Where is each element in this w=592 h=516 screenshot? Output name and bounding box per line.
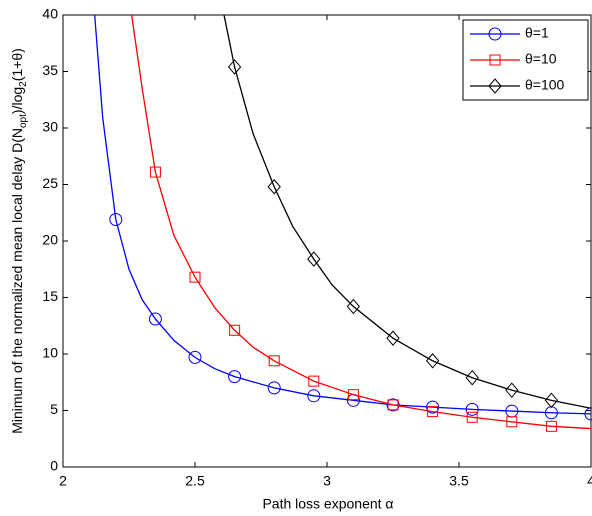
y-label-part: (1+θ) bbox=[9, 48, 25, 81]
marker bbox=[267, 381, 281, 395]
x-tick-label: 2.5 bbox=[185, 473, 205, 489]
marker bbox=[425, 353, 440, 369]
marker bbox=[109, 213, 123, 227]
marker bbox=[267, 178, 281, 195]
marker bbox=[545, 420, 557, 432]
marker bbox=[346, 298, 361, 315]
legend-label: θ=1 bbox=[525, 25, 549, 41]
marker bbox=[544, 392, 559, 409]
y-label-part: )/log bbox=[9, 87, 25, 114]
y-tick-label: 15 bbox=[42, 288, 58, 304]
series bbox=[130, 15, 591, 430]
marker bbox=[308, 375, 320, 387]
marker bbox=[228, 370, 242, 384]
marker bbox=[466, 411, 478, 423]
x-axis-label: Path loss exponent α bbox=[262, 496, 393, 512]
series bbox=[94, 15, 591, 415]
y-axis-label: Minimum of the normalized mean local del… bbox=[9, 48, 29, 434]
marker bbox=[307, 251, 321, 267]
line bbox=[130, 15, 591, 430]
marker bbox=[188, 350, 202, 364]
marker bbox=[465, 369, 479, 386]
y-label-subscript: 2 bbox=[18, 81, 29, 87]
x-tick-label: 2 bbox=[59, 473, 67, 489]
marker bbox=[506, 416, 518, 428]
legend-marker bbox=[488, 78, 502, 94]
y-tick-label: 20 bbox=[42, 232, 58, 248]
marker bbox=[426, 400, 440, 414]
y-tick-label: 25 bbox=[42, 175, 58, 191]
marker bbox=[347, 389, 359, 401]
marker bbox=[189, 271, 201, 283]
marker bbox=[386, 398, 400, 412]
legend-marker bbox=[488, 27, 502, 41]
marker bbox=[307, 389, 321, 403]
y-tick-label: 0 bbox=[50, 458, 58, 474]
y-tick-label: 30 bbox=[42, 119, 58, 135]
y-tick-label: 5 bbox=[50, 401, 58, 417]
series bbox=[223, 15, 591, 409]
y-tick-label: 40 bbox=[42, 6, 58, 22]
x-tick-label: 4 bbox=[587, 473, 592, 489]
marker bbox=[505, 382, 519, 398]
line bbox=[223, 15, 591, 409]
legend-label: θ=10 bbox=[525, 51, 557, 67]
marker bbox=[427, 406, 439, 418]
marker bbox=[268, 355, 280, 367]
line bbox=[94, 15, 591, 415]
marker bbox=[386, 330, 400, 346]
x-tick-label: 3 bbox=[323, 473, 331, 489]
legend-label: θ=100 bbox=[525, 77, 565, 93]
y-label-subscript: opt bbox=[18, 114, 29, 128]
marker bbox=[465, 402, 479, 416]
marker bbox=[229, 324, 241, 336]
marker bbox=[227, 59, 242, 75]
marker bbox=[148, 312, 162, 326]
y-label-part: Minimum of the normalized mean local del… bbox=[9, 128, 25, 434]
marker bbox=[149, 166, 161, 178]
y-tick-label: 10 bbox=[42, 345, 58, 361]
y-tick-label: 35 bbox=[42, 62, 58, 78]
legend-marker bbox=[489, 54, 501, 66]
marker bbox=[387, 399, 399, 411]
x-tick-label: 3.5 bbox=[449, 473, 469, 489]
